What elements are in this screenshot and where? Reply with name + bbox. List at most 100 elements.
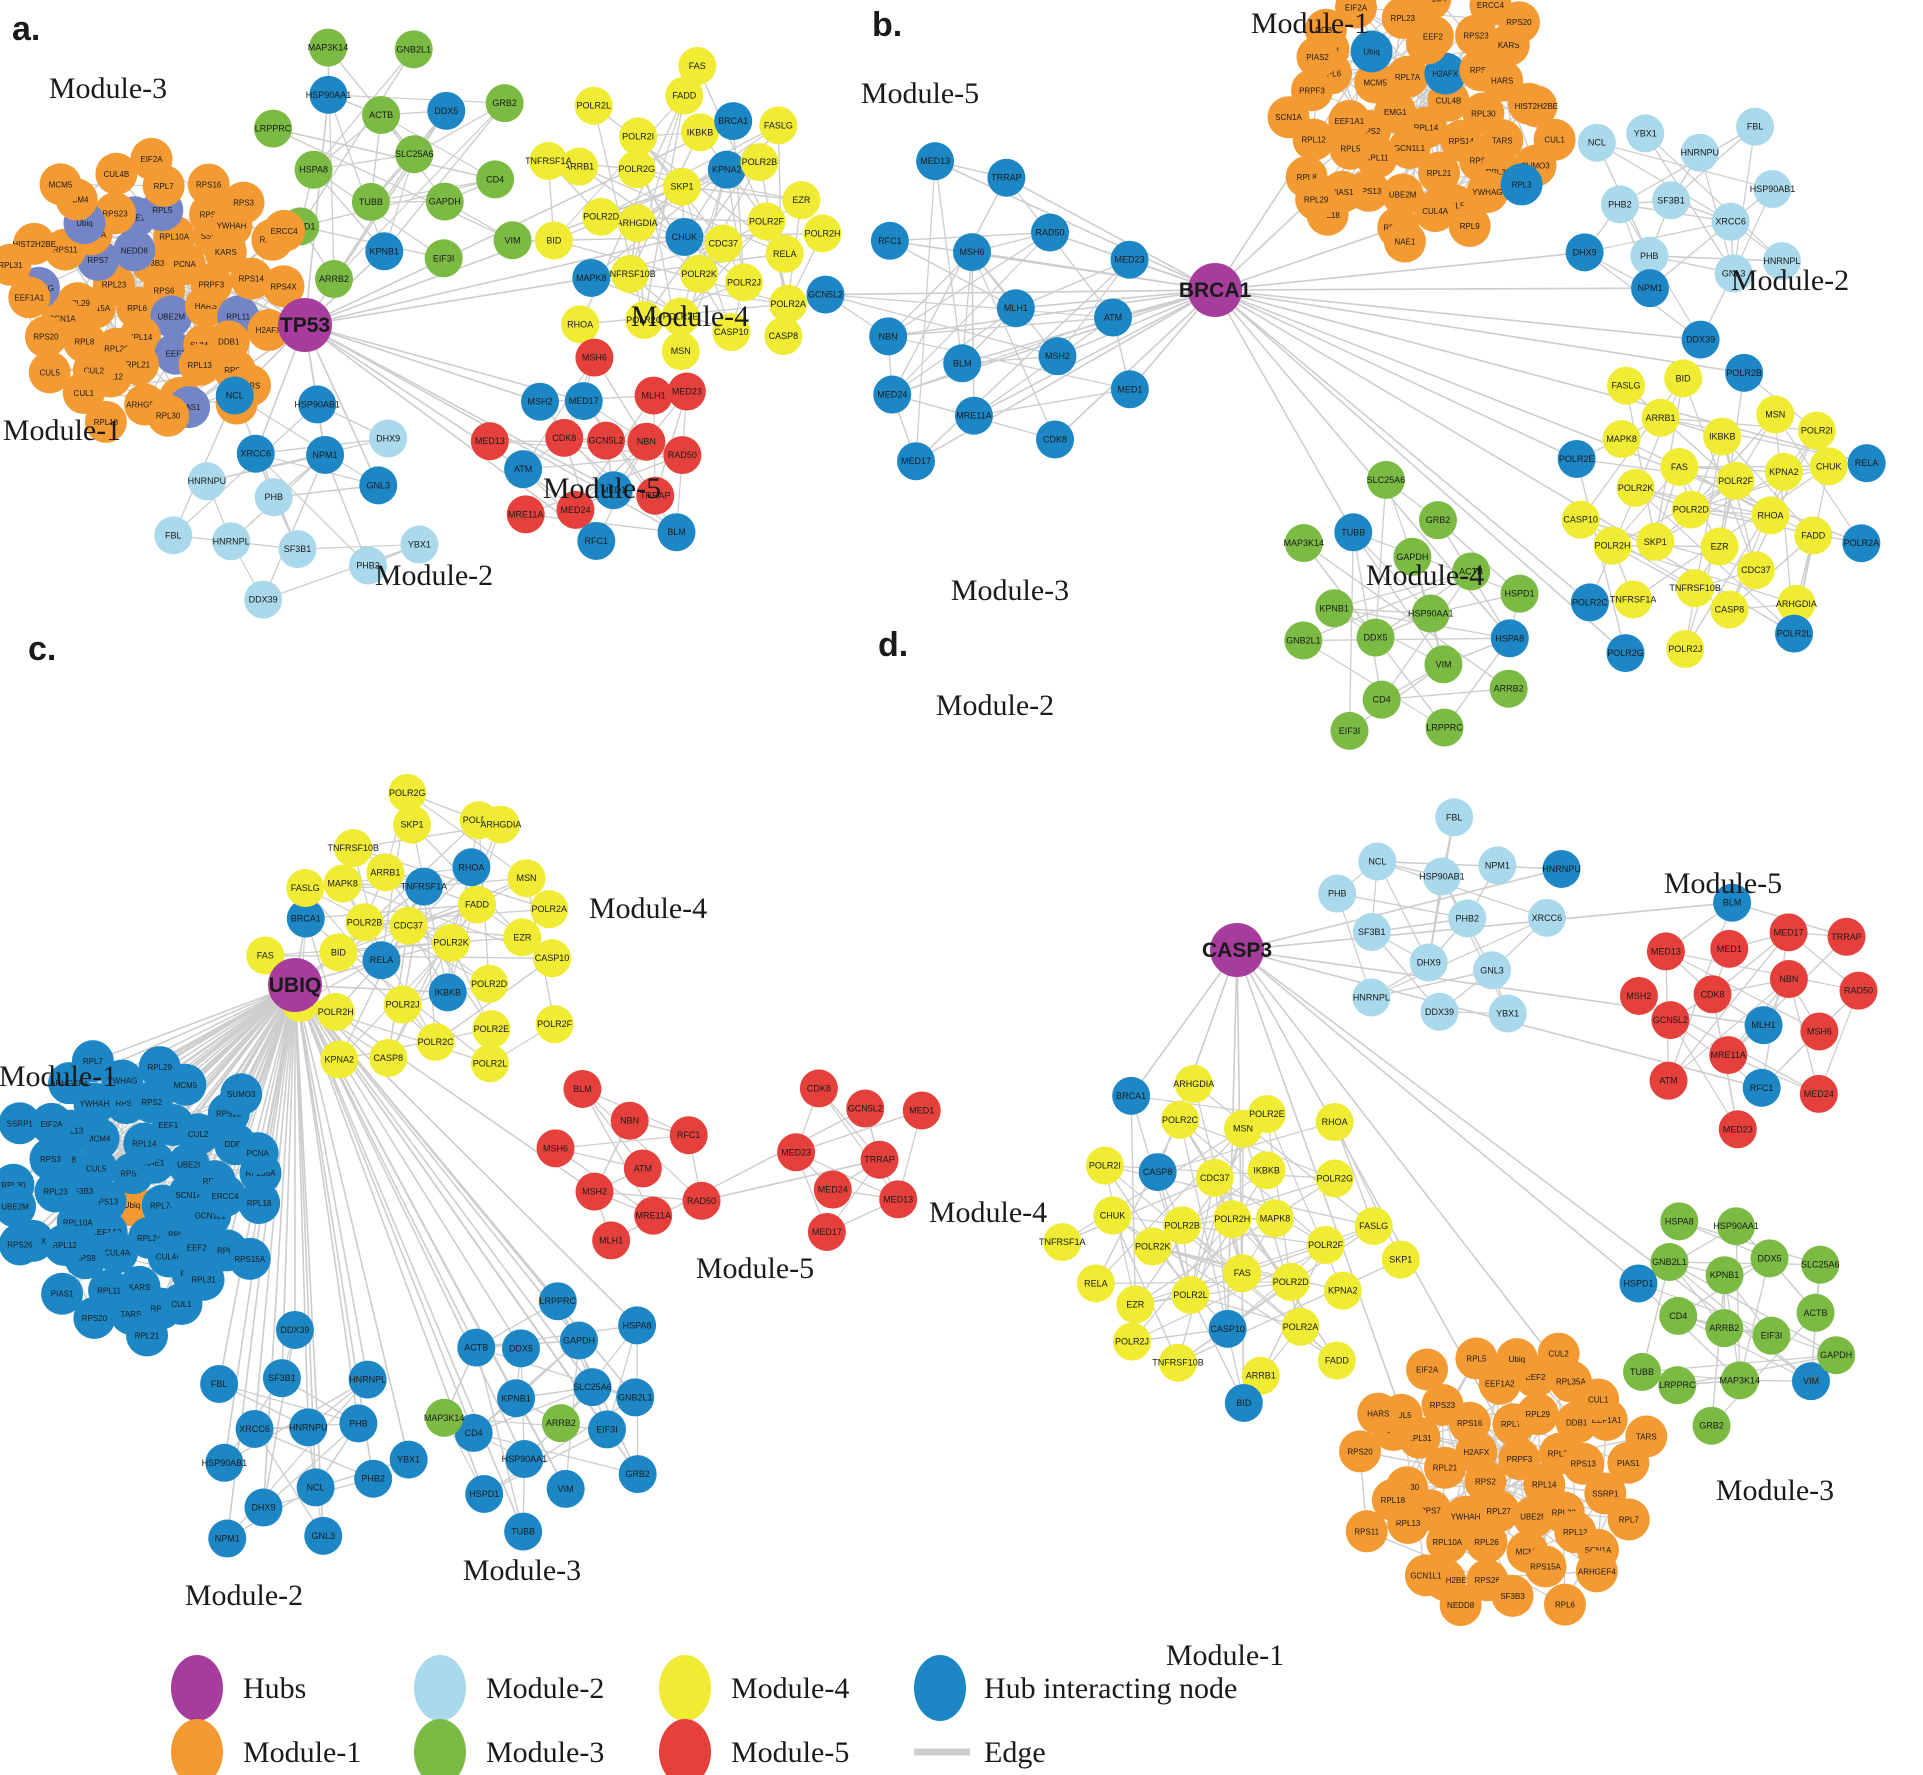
node-POLR2K[interactable]	[431, 923, 470, 962]
node-LRPPRC[interactable]	[1425, 708, 1464, 747]
node-HSP90AA1[interactable]	[1717, 1207, 1756, 1246]
node-SKP1[interactable]	[662, 167, 701, 206]
node-RPS26[interactable]	[0, 1223, 41, 1266]
node-CUL2[interactable]	[177, 1113, 220, 1156]
node-NPM1[interactable]	[1631, 269, 1670, 308]
node-SF3B1[interactable]	[262, 1359, 301, 1398]
node-POLR2I[interactable]	[1085, 1146, 1124, 1185]
node-MED17[interactable]	[564, 382, 603, 421]
node-MSN[interactable]	[1756, 395, 1795, 434]
node-ARHGDIA[interactable]	[481, 805, 520, 844]
node-RPS15A[interactable]	[1524, 1545, 1567, 1588]
node-MRE11A[interactable]	[1709, 1036, 1748, 1075]
node-POLR2K[interactable]	[680, 254, 719, 293]
hub-node-TP53[interactable]	[278, 298, 332, 352]
node-GCN5L2[interactable]	[586, 421, 625, 460]
node-TNFRSF1A[interactable]	[404, 867, 443, 906]
node-LRPPRC[interactable]	[1658, 1366, 1697, 1405]
node-RPS23[interactable]	[1421, 1383, 1464, 1426]
node-GRB2[interactable]	[618, 1455, 657, 1494]
node-POLR2D[interactable]	[582, 197, 621, 236]
node-HNRNPL[interactable]	[348, 1360, 387, 1399]
node-GRB2[interactable]	[485, 84, 524, 123]
node-TARS[interactable]	[1625, 1415, 1668, 1458]
node-TUBB[interactable]	[1334, 513, 1373, 552]
node-HNRNPU[interactable]	[1542, 849, 1581, 888]
hub-node-BRCA1[interactable]	[1188, 263, 1242, 317]
node-MED13[interactable]	[1646, 932, 1685, 971]
node-RAD50[interactable]	[1031, 213, 1070, 252]
node-ATM[interactable]	[1093, 298, 1132, 337]
node-HSP90AB1[interactable]	[1753, 170, 1792, 209]
node-TNFRSF10B[interactable]	[1676, 569, 1715, 608]
node-GNL3[interactable]	[359, 466, 398, 505]
node-RPL13[interactable]	[178, 343, 221, 386]
node-ARRB1[interactable]	[1241, 1356, 1280, 1395]
node-CASP8[interactable]	[1138, 1153, 1177, 1192]
node-PHB[interactable]	[254, 478, 293, 517]
node-POLR2G[interactable]	[1606, 634, 1645, 673]
node-RELA[interactable]	[1076, 1264, 1115, 1303]
node-UBE2M[interactable]	[1381, 173, 1424, 216]
node-Ubiq[interactable]	[1495, 1338, 1538, 1381]
node-CUL5[interactable]	[28, 351, 71, 394]
node-TARS[interactable]	[1481, 119, 1524, 162]
node-MAP3K14[interactable]	[1284, 524, 1323, 563]
node-RPS16[interactable]	[187, 163, 230, 206]
node-MED24[interactable]	[556, 490, 595, 529]
node-IKBKB[interactable]	[680, 113, 719, 152]
node-POLR2A[interactable]	[769, 284, 808, 323]
node-RELA[interactable]	[1847, 444, 1886, 483]
node-DDX5[interactable]	[501, 1329, 540, 1368]
node-POLR2L[interactable]	[1775, 614, 1814, 653]
node-RPL7A[interactable]	[1386, 55, 1429, 98]
node-POLR2I[interactable]	[619, 117, 658, 156]
node-MAPK8[interactable]	[572, 258, 611, 297]
node-POLR2F[interactable]	[535, 1005, 574, 1044]
node-HARS[interactable]	[1357, 1392, 1400, 1435]
hub-node-UBIQ[interactable]	[268, 958, 322, 1012]
node-RPS3[interactable]	[29, 1138, 72, 1181]
node-XRCC6[interactable]	[236, 434, 275, 473]
node-POLR2G[interactable]	[1315, 1159, 1354, 1198]
node-POLR2I[interactable]	[1797, 411, 1836, 450]
node-RPL6[interactable]	[1543, 1583, 1586, 1626]
node-CASP10[interactable]	[1561, 500, 1600, 539]
node-GNB2L1[interactable]	[394, 30, 433, 69]
node-FADD[interactable]	[665, 76, 704, 115]
node-TNFRSF1A[interactable]	[529, 142, 568, 181]
node-XRCC6[interactable]	[1527, 898, 1566, 937]
node-CASP8[interactable]	[764, 317, 803, 356]
node-POLR2B[interactable]	[345, 903, 384, 942]
node-RPL7[interactable]	[1607, 1498, 1650, 1541]
node-EIF2A[interactable]	[30, 1102, 73, 1145]
node-RPL10A[interactable]	[1426, 1521, 1469, 1564]
node-POLR2G[interactable]	[617, 150, 656, 189]
node-RFC1[interactable]	[1742, 1068, 1781, 1107]
node-BLM[interactable]	[943, 344, 982, 383]
node-POLR2C[interactable]	[1570, 583, 1609, 622]
node-GCN5L2[interactable]	[846, 1089, 885, 1128]
node-BLM[interactable]	[563, 1069, 602, 1108]
node-KPNA2[interactable]	[1764, 452, 1803, 491]
node-KPNB1[interactable]	[1705, 1256, 1744, 1295]
node-MLH1[interactable]	[996, 289, 1035, 328]
node-MLH1[interactable]	[634, 376, 673, 415]
node-DDX39[interactable]	[275, 1310, 314, 1349]
node-RPL31[interactable]	[0, 243, 32, 286]
node-MLH1[interactable]	[592, 1221, 631, 1260]
node-HSP90AA1[interactable]	[505, 1440, 544, 1479]
node-MAPK8[interactable]	[1256, 1199, 1295, 1238]
node-TNFRSF1A[interactable]	[1614, 580, 1653, 619]
node-ERCC4[interactable]	[263, 209, 306, 252]
node-RPL26[interactable]	[1465, 1521, 1508, 1564]
node-DDX39[interactable]	[1681, 320, 1720, 359]
node-UBE2M[interactable]	[0, 1185, 37, 1228]
node-TUBB[interactable]	[504, 1512, 543, 1551]
node-DDX39[interactable]	[1420, 992, 1459, 1031]
node-DDX39[interactable]	[244, 580, 283, 619]
node-SF3B1[interactable]	[1652, 181, 1691, 220]
node-SUMO3[interactable]	[220, 1073, 263, 1116]
node-EIF3I[interactable]	[1330, 711, 1369, 750]
node-RHOA[interactable]	[561, 305, 600, 344]
